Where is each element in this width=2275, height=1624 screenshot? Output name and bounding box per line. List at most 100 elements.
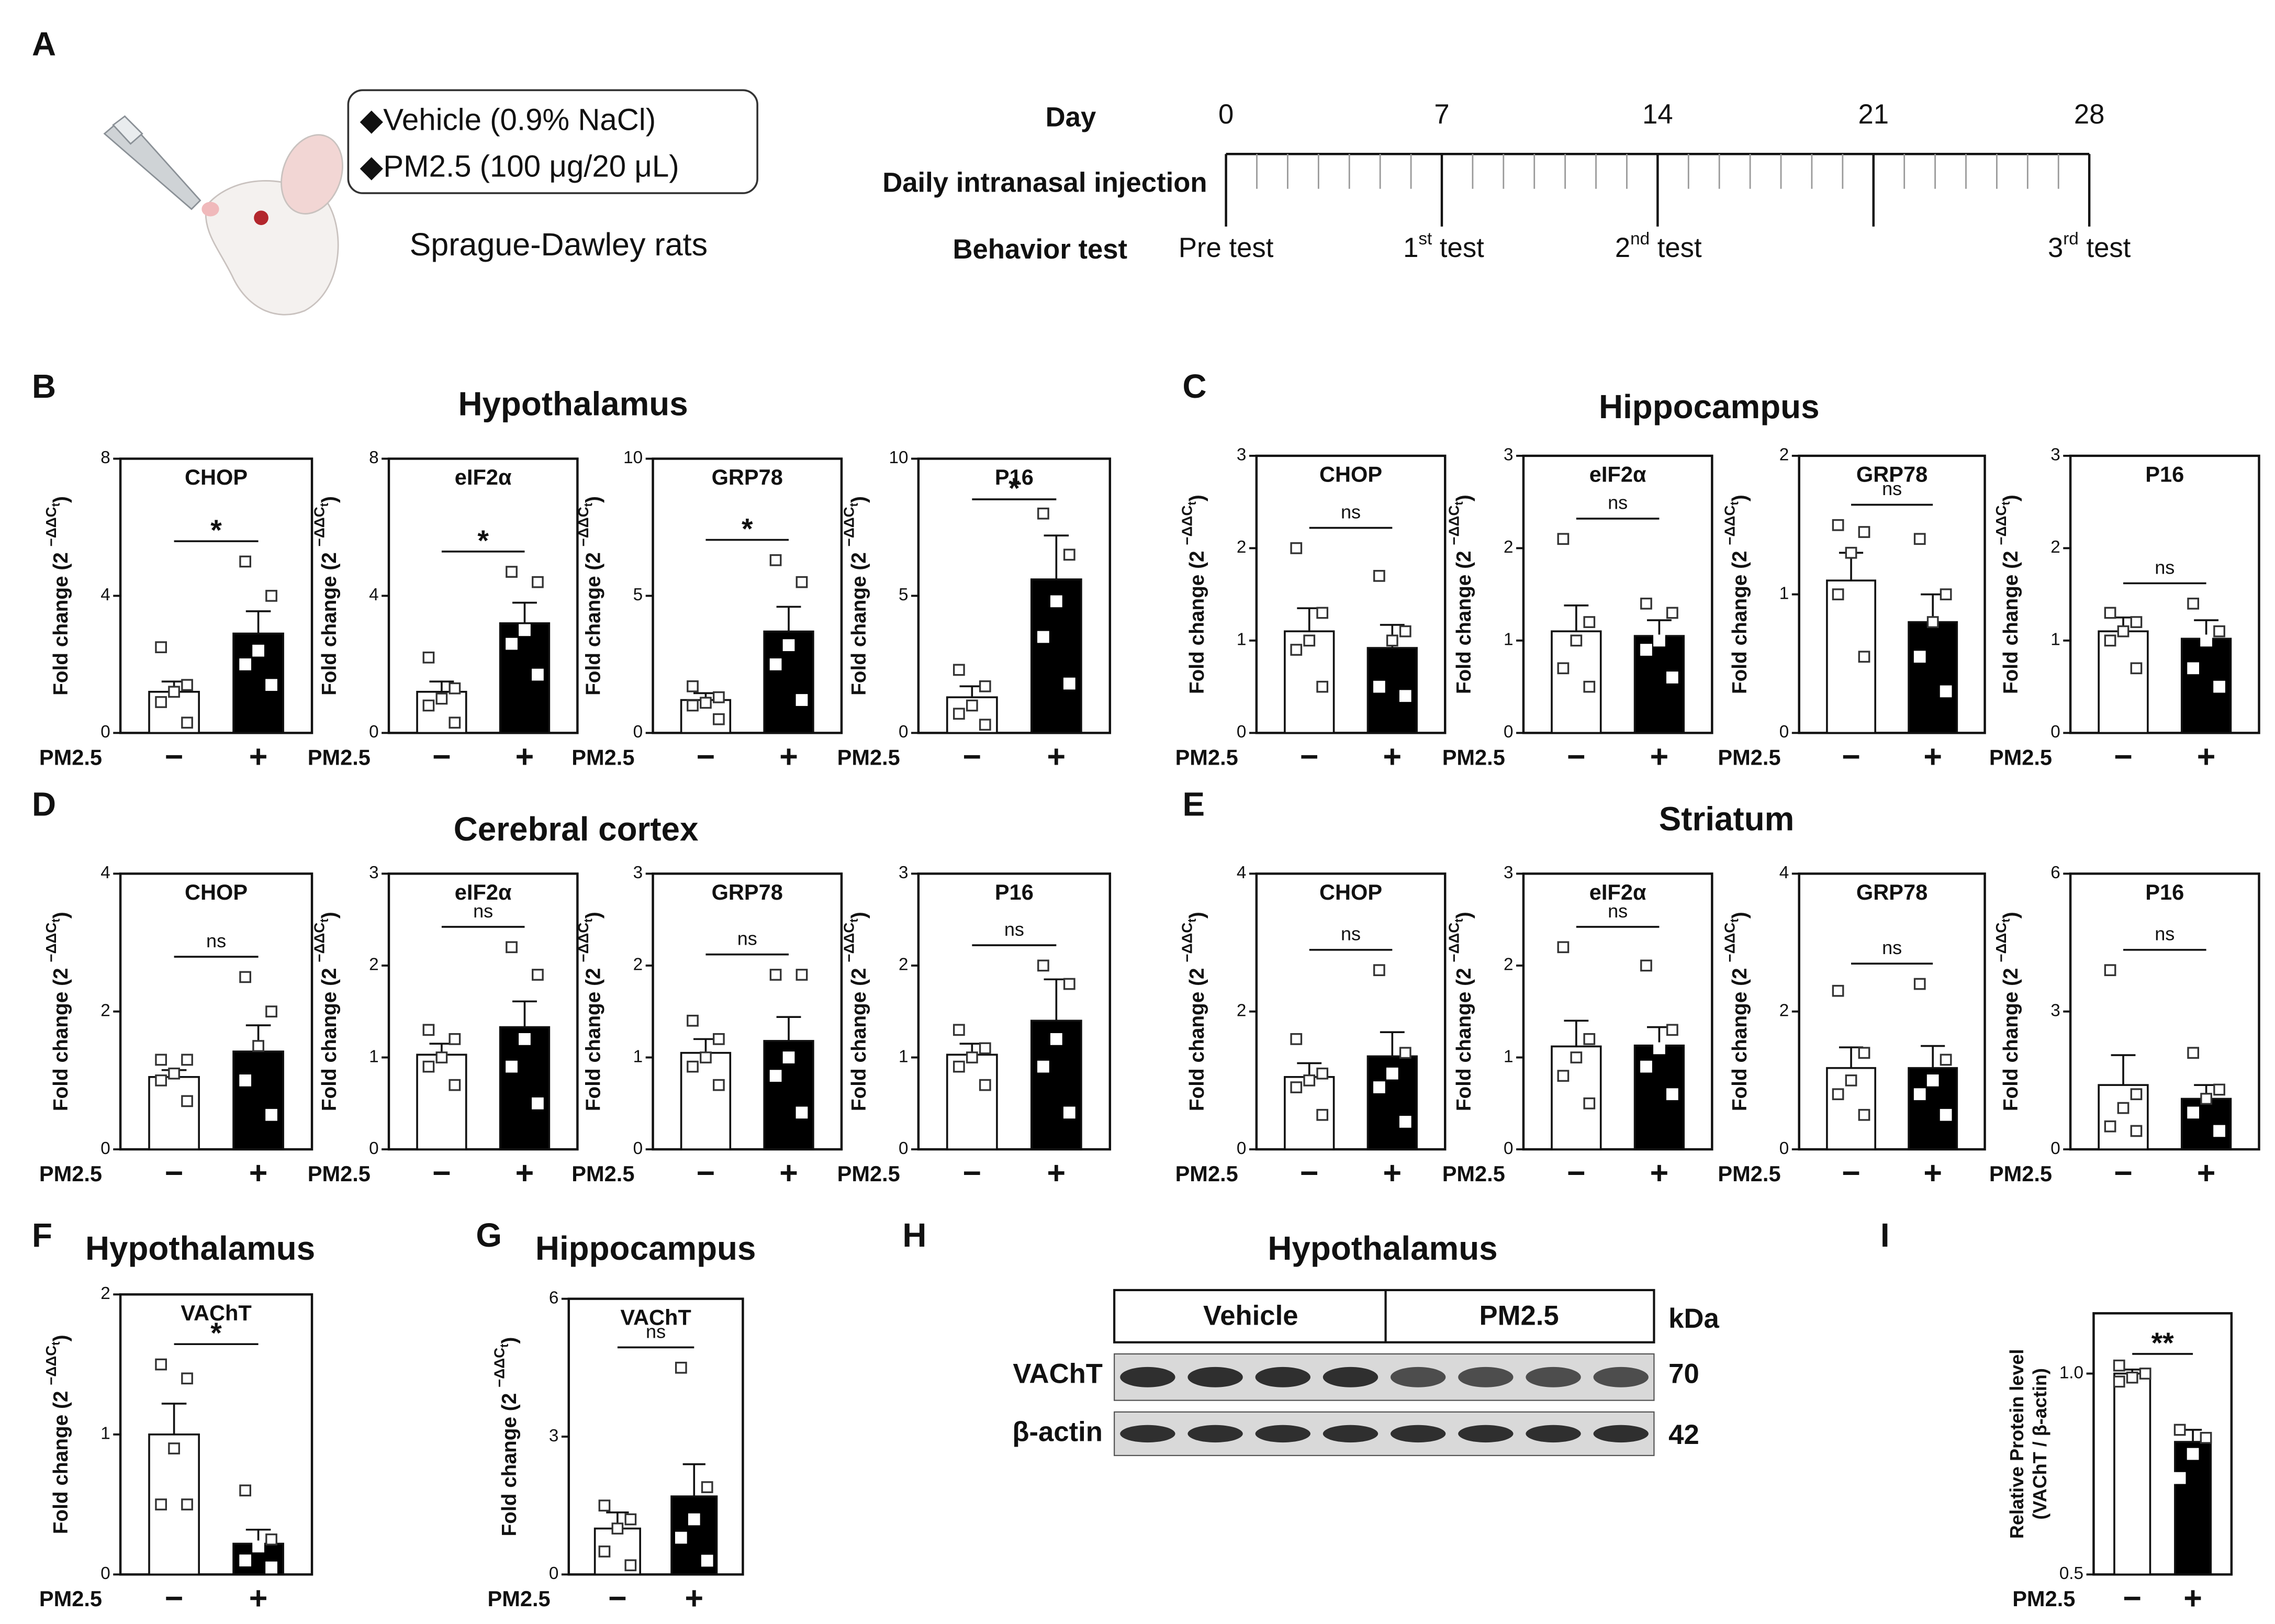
data-point — [2117, 1102, 2130, 1114]
chart-title: VAChT — [181, 1301, 251, 1325]
data-point — [265, 1561, 277, 1574]
y-axis-label-part: ) — [1453, 912, 1475, 919]
data-point — [532, 668, 544, 681]
significance-label: ns — [2155, 556, 2175, 578]
data-point — [769, 969, 782, 981]
y-tick-label: 0 — [369, 722, 378, 742]
data-point — [155, 641, 167, 654]
group-title: Hypothalamus — [458, 385, 688, 422]
significance-label: * — [210, 1317, 222, 1349]
day-tick-label: 0 — [1218, 99, 1234, 130]
y-axis-label-part: t — [1728, 919, 1741, 923]
data-point — [675, 1361, 687, 1374]
significance-label: ns — [206, 930, 226, 951]
plot-frame — [1255, 454, 1447, 734]
data-point — [1858, 651, 1870, 663]
x-axis-label: PM2.5 — [1989, 745, 2052, 769]
data-point — [1640, 959, 1652, 972]
y-axis-label-part: ) — [1729, 495, 1751, 501]
x-tick-label: + — [515, 738, 534, 774]
y-axis-label-part: −ΔΔC — [491, 1348, 508, 1387]
data-point — [1557, 1070, 1570, 1082]
data-point — [795, 1106, 808, 1119]
y-axis-label-part: Fold change (2 — [848, 962, 870, 1112]
data-point — [2113, 1359, 2125, 1372]
y-tick-label: 0 — [633, 1139, 643, 1158]
data-point — [2200, 634, 2212, 647]
row-label: Daily intranasal injection — [882, 167, 1207, 198]
y-axis-label-part: −ΔΔC — [1179, 506, 1195, 545]
data-point — [1832, 519, 1844, 531]
data-point — [1640, 597, 1652, 610]
y-axis-label-part: Fold change (2 — [1453, 545, 1475, 695]
data-point — [1050, 1033, 1062, 1045]
y-axis-label: Fold change (2 −ΔΔCt) — [1722, 912, 1751, 1111]
data-point — [181, 679, 193, 691]
y-axis-label-part: t — [581, 919, 595, 923]
data-point — [449, 1079, 461, 1091]
data-point — [1557, 533, 1570, 545]
y-axis-label-part: ) — [2000, 912, 2022, 919]
y-axis-label: Fold change (2 −ΔΔCt) — [1179, 495, 1208, 694]
data-point — [506, 566, 518, 578]
data-point — [687, 699, 699, 712]
data-point — [1063, 677, 1075, 690]
data-point — [1653, 634, 1665, 647]
y-tick-label: 1 — [1504, 1047, 1514, 1066]
data-point — [795, 576, 808, 588]
day-tick-label: 14 — [1642, 99, 1673, 130]
data-point — [2104, 634, 2116, 647]
chart-title: GRP78 — [1856, 462, 1927, 487]
y-axis-label-part: Fold change (2 — [1729, 545, 1751, 695]
y-axis-label-part: ) — [582, 496, 605, 503]
significance-label: ns — [1882, 937, 1902, 958]
y-axis-label-part: −ΔΔC — [1993, 923, 2009, 962]
y-tick-label: 2 — [1504, 537, 1514, 557]
y-axis-label-part: t — [1185, 919, 1198, 923]
panel-label: E — [1182, 786, 1205, 823]
y-tick-label: 2 — [1779, 1001, 1789, 1020]
data-point — [1063, 548, 1075, 561]
y-tick-label: 6 — [549, 1288, 559, 1307]
y-tick-label: 0 — [899, 722, 909, 742]
y-axis-label-part: ) — [848, 912, 870, 919]
data-point — [2213, 680, 2225, 693]
blot-band — [1526, 1425, 1581, 1443]
y-axis-label-part: ) — [1186, 495, 1208, 501]
data-point — [1063, 1106, 1075, 1119]
y-axis-label-part: −ΔΔC — [576, 507, 592, 546]
blot-band — [1120, 1425, 1175, 1443]
data-point — [449, 682, 461, 695]
data-point — [624, 1559, 637, 1572]
chart-title: CHOP — [1319, 880, 1382, 904]
data-point — [1653, 1042, 1665, 1055]
error-bar — [429, 680, 454, 692]
error-bar — [1564, 1020, 1589, 1047]
data-point — [2187, 1448, 2199, 1460]
y-axis-label-part: Fold change (2 — [50, 1385, 72, 1535]
y-axis-label-part: ) — [1729, 912, 1751, 919]
y-axis-label-part: −ΔΔC — [43, 1346, 59, 1385]
blot-band — [1458, 1367, 1514, 1387]
y-axis-label-part: t — [49, 919, 62, 923]
chart-title: P16 — [2145, 462, 2184, 487]
y-tick-label: 10 — [889, 448, 908, 467]
x-axis-label: PM2.5 — [1442, 1161, 1505, 1186]
error-bar — [2111, 1054, 2136, 1085]
y-tick-label: 0 — [2050, 1139, 2060, 1158]
x-axis-label: PM2.5 — [1718, 1161, 1780, 1186]
y-tick-label: 1 — [1504, 630, 1514, 649]
plot-frame — [2092, 1312, 2233, 1576]
blot-group: Vehicle — [1203, 1301, 1298, 1331]
y-axis-label-part: t — [1999, 919, 2012, 923]
y-axis-label: Fold change (2 −ΔΔCt) — [576, 912, 605, 1111]
data-point — [2130, 616, 2143, 628]
x-tick-label: + — [1383, 1155, 1402, 1191]
data-point — [265, 590, 277, 602]
blot-kda: 42 — [1668, 1419, 1699, 1450]
y-tick-label: 6 — [2050, 863, 2060, 882]
significance-label: * — [742, 513, 753, 545]
y-tick-label: 2 — [1237, 1001, 1247, 1020]
data-point — [953, 1060, 965, 1073]
y-tick-label: 3 — [633, 863, 643, 882]
